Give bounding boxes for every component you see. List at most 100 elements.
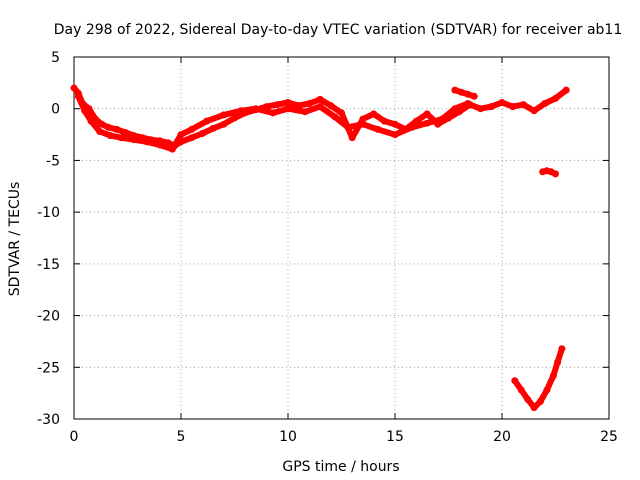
data-point <box>541 100 549 107</box>
data-point <box>348 134 356 142</box>
data-point <box>106 132 114 140</box>
y-axis-label: SDTVAR / TECUs <box>7 182 23 297</box>
data-point <box>284 105 292 113</box>
grid <box>74 57 609 419</box>
x-tick-label: 20 <box>493 429 511 445</box>
data-point <box>487 103 495 111</box>
data-point <box>113 125 121 133</box>
data-point <box>130 136 138 144</box>
data-point <box>284 99 292 106</box>
data-point <box>519 101 527 109</box>
data-point <box>423 110 431 118</box>
data-point <box>498 99 506 106</box>
x-tick-label: 10 <box>279 429 297 445</box>
data-point <box>464 90 472 98</box>
data-point <box>359 120 367 128</box>
data-point <box>552 170 559 178</box>
data-point <box>121 129 129 136</box>
data-point <box>168 145 176 153</box>
data-point <box>104 123 112 131</box>
data-point <box>338 109 345 117</box>
data-point <box>70 84 78 92</box>
data-point <box>203 117 211 125</box>
data-point <box>273 101 281 109</box>
data-point <box>451 105 459 113</box>
y-tick-label: 0 <box>51 102 60 118</box>
data-point <box>558 345 566 353</box>
data-point <box>231 114 238 122</box>
x-axis-label: GPS time / hours <box>282 459 399 475</box>
data-point <box>470 92 478 100</box>
data-point <box>177 131 185 139</box>
y-tick-label: -10 <box>37 205 60 221</box>
data-point <box>438 115 446 123</box>
data-point <box>359 115 367 123</box>
y-tick-label: -15 <box>37 257 60 273</box>
data-point <box>549 372 557 380</box>
data-point <box>530 404 538 412</box>
y-tick-label: -25 <box>37 360 60 376</box>
data-point <box>220 111 228 119</box>
data-point <box>511 377 519 385</box>
data-point <box>188 125 196 133</box>
y-tick-label: -5 <box>46 153 60 169</box>
data-point <box>301 108 309 116</box>
series-trace-1 <box>71 85 570 149</box>
data-point <box>451 86 459 94</box>
axis-ticks <box>73 56 610 420</box>
data-point <box>74 92 82 100</box>
data-point <box>562 86 570 94</box>
data-point <box>156 141 164 149</box>
x-tick-label: 25 <box>600 429 618 445</box>
chart-title: Day 298 of 2022, Sidereal Day-to-day VTE… <box>54 22 623 38</box>
x-tick-label: 15 <box>386 429 404 445</box>
data-point <box>554 358 562 366</box>
data-point <box>464 100 472 107</box>
data-point <box>374 125 382 133</box>
data-point <box>408 123 416 131</box>
data-point <box>477 105 485 113</box>
data-point <box>524 395 532 403</box>
data-point <box>316 95 324 103</box>
data-point <box>188 134 196 142</box>
data-point <box>237 107 245 115</box>
data-point <box>143 138 151 146</box>
x-tick-label: 5 <box>177 429 186 445</box>
data-point <box>331 113 339 121</box>
y-tick-label: -20 <box>37 309 60 325</box>
x-tick-label: 0 <box>70 429 79 445</box>
data-point <box>543 386 551 394</box>
data-point <box>269 109 277 117</box>
data-point <box>98 120 106 128</box>
data-point <box>96 128 104 135</box>
data-point <box>509 103 517 111</box>
data-point <box>209 124 217 132</box>
data-point <box>316 103 324 111</box>
data-point <box>552 94 559 102</box>
data-point <box>344 123 352 131</box>
data-point <box>305 100 313 107</box>
data-point <box>457 88 465 96</box>
data-series <box>70 84 570 412</box>
data-point <box>198 130 206 137</box>
data-point <box>423 119 431 127</box>
y-tick-label: 5 <box>51 50 60 66</box>
data-point <box>370 110 378 118</box>
y-tick-label: -30 <box>37 412 60 428</box>
data-point <box>81 107 89 115</box>
data-point <box>530 107 538 115</box>
data-point <box>517 386 525 394</box>
data-point <box>391 131 399 139</box>
data-point <box>117 134 125 142</box>
data-point <box>327 102 335 110</box>
plot-frame <box>73 56 610 420</box>
x-tick-labels: 0 5 10 15 20 25 <box>70 429 618 445</box>
data-point <box>220 120 228 128</box>
y-tick-labels: 5 0 -5 -10 -15 -20 -25 -30 <box>37 50 60 428</box>
data-point <box>87 117 95 125</box>
data-point <box>537 397 544 405</box>
data-point <box>380 117 388 125</box>
data-point <box>391 120 399 128</box>
data-point <box>252 105 260 113</box>
